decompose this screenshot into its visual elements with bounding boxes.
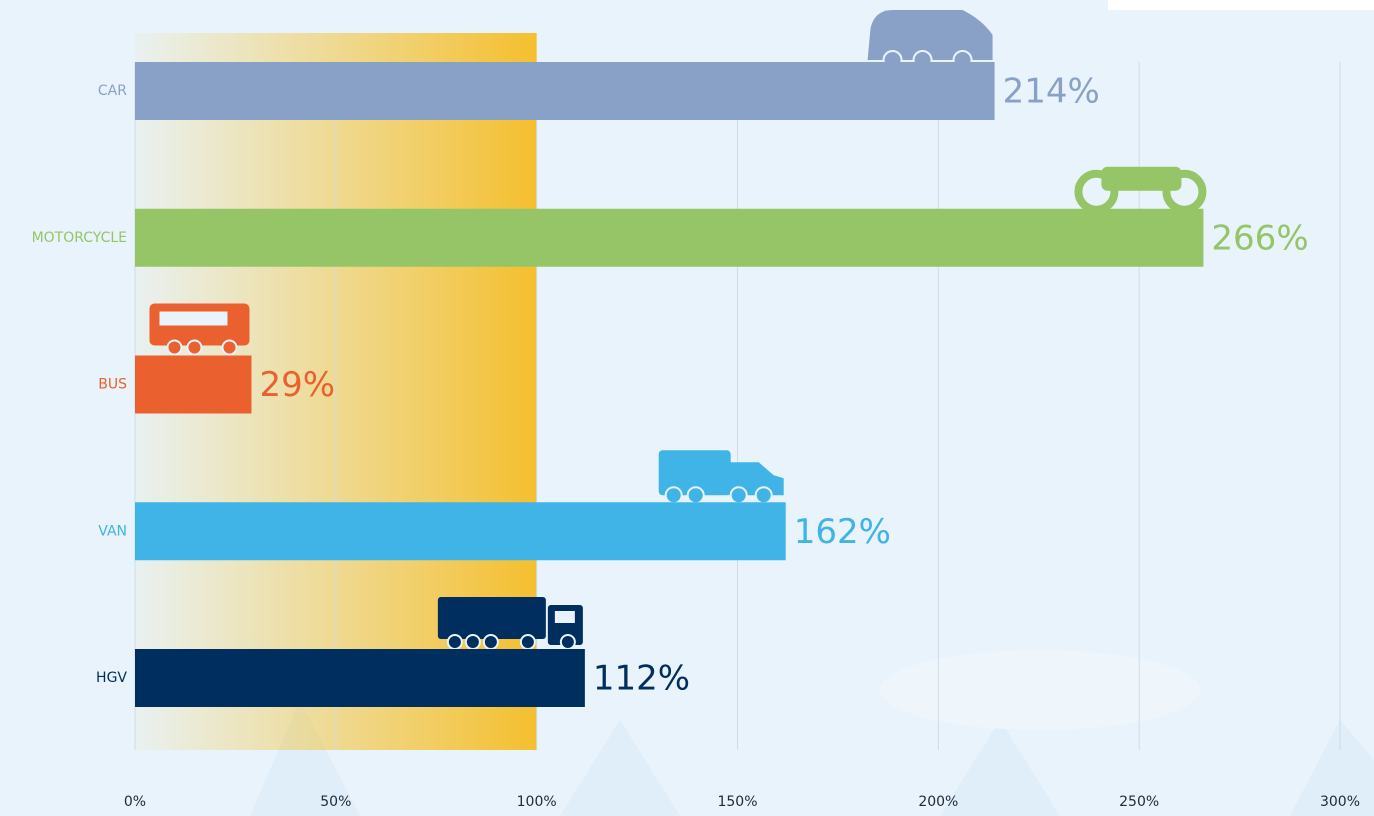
vehicle-icon bbox=[437, 597, 583, 650]
value-label: 162% bbox=[794, 512, 891, 552]
x-tick-label: 150% bbox=[717, 794, 757, 810]
bar bbox=[135, 208, 1204, 267]
x-tick-label: 0% bbox=[124, 794, 146, 810]
wheel bbox=[446, 634, 463, 650]
vehicle-icon bbox=[1074, 166, 1207, 214]
wheel bbox=[186, 339, 203, 356]
icon-cab bbox=[728, 462, 784, 496]
vehicle-icon bbox=[149, 303, 250, 356]
window bbox=[159, 311, 228, 326]
x-tick-label: 50% bbox=[320, 794, 351, 810]
category-label: VAN bbox=[98, 523, 127, 539]
bar bbox=[135, 355, 252, 414]
x-tick-label: 250% bbox=[1119, 794, 1159, 810]
window bbox=[554, 611, 575, 623]
bar bbox=[135, 502, 786, 561]
icon-body bbox=[867, 10, 993, 60]
background-scenery bbox=[250, 650, 1374, 816]
bar bbox=[135, 649, 585, 707]
wheel bbox=[482, 634, 499, 650]
value-label: 112% bbox=[593, 659, 690, 699]
wheel bbox=[166, 339, 183, 356]
bar bbox=[135, 62, 995, 120]
wheel bbox=[664, 486, 683, 505]
wheel bbox=[559, 634, 576, 650]
category-label: CAR bbox=[98, 83, 127, 99]
wheel bbox=[464, 634, 481, 650]
wheel bbox=[754, 486, 773, 505]
panel-edge bbox=[1108, 0, 1374, 10]
x-tick-label: 100% bbox=[517, 794, 557, 810]
category-label: HGV bbox=[96, 670, 127, 686]
category-label: BUS bbox=[98, 377, 127, 393]
icon-body bbox=[437, 597, 546, 639]
wheel bbox=[1074, 169, 1119, 214]
wheel bbox=[1162, 169, 1207, 214]
wheel bbox=[221, 339, 238, 356]
wheel bbox=[519, 634, 536, 650]
vehicle-icon bbox=[867, 10, 993, 70]
x-tick-label: 300% bbox=[1320, 794, 1360, 810]
icon-body bbox=[658, 450, 731, 496]
category-label: MOTORCYCLE bbox=[32, 230, 127, 246]
vehicle-icon bbox=[658, 450, 784, 505]
x-tick-label: 200% bbox=[918, 794, 958, 810]
wheel bbox=[686, 486, 705, 505]
value-label: 266% bbox=[1211, 218, 1308, 258]
wheel bbox=[729, 486, 748, 505]
value-label: 29% bbox=[259, 365, 335, 405]
value-label: 214% bbox=[1003, 72, 1100, 112]
icon-body bbox=[1101, 166, 1182, 191]
